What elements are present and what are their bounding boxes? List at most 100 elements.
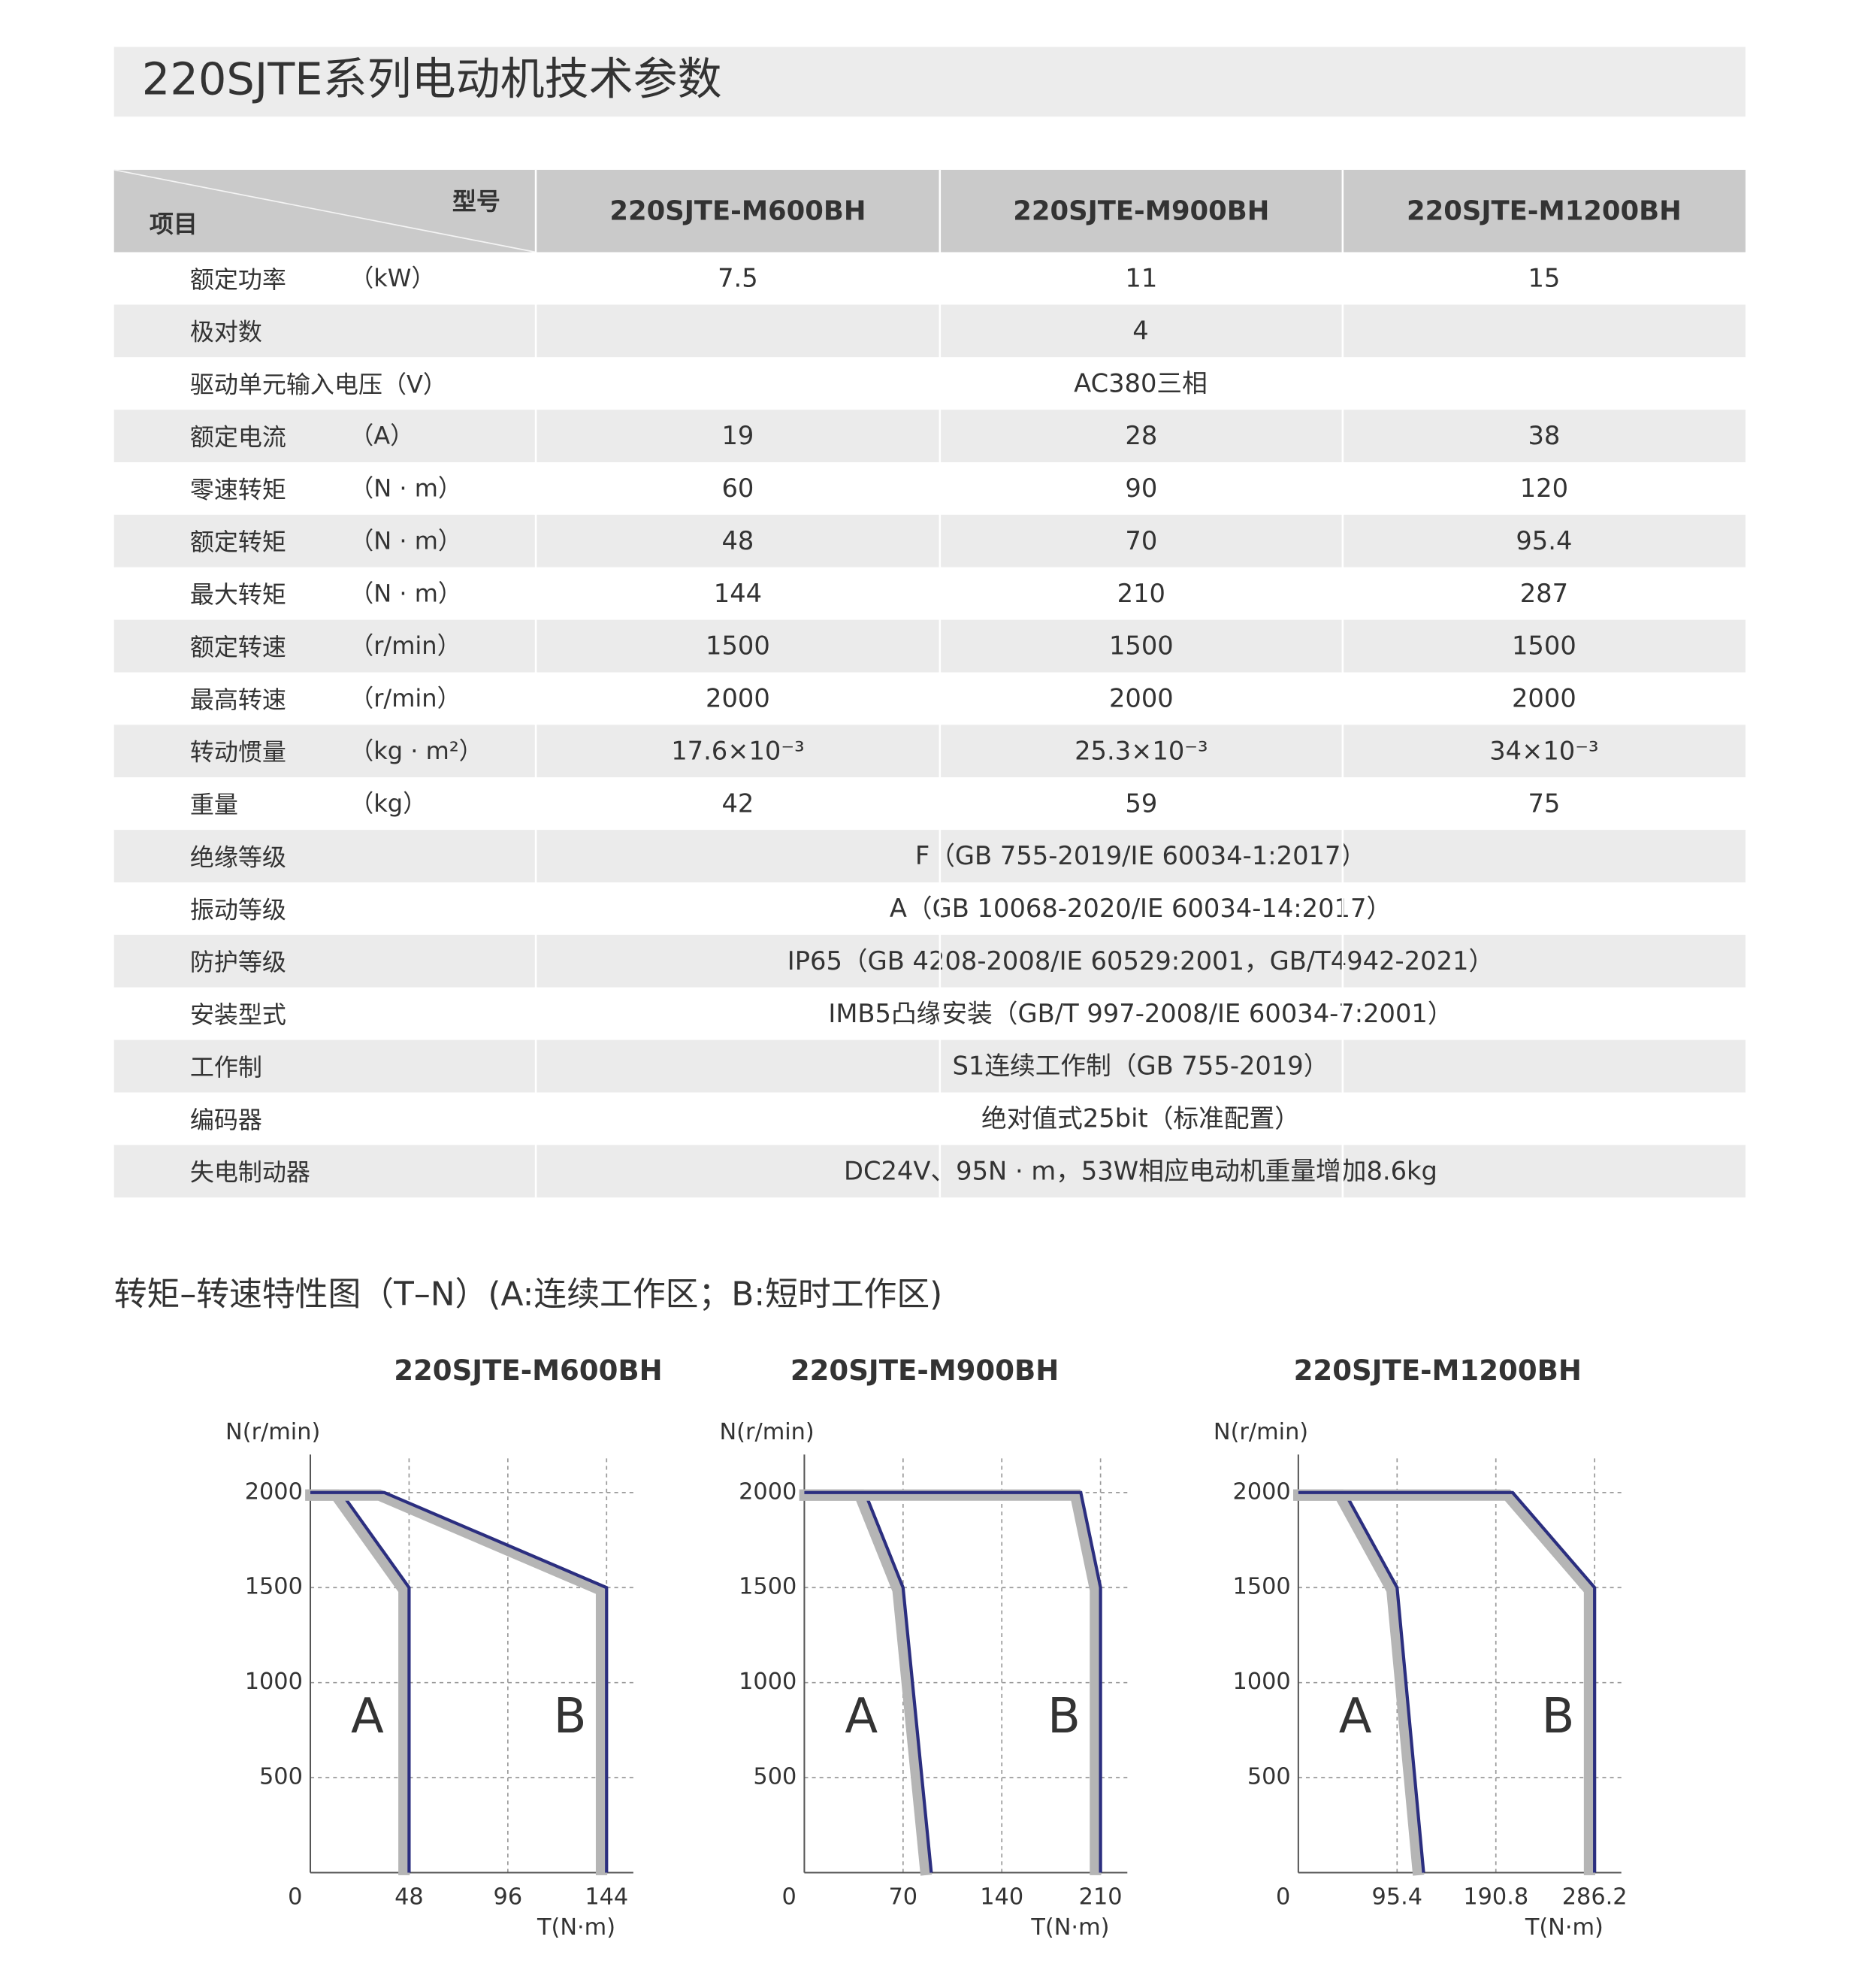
y-tick-label: 1500: [739, 1574, 796, 1600]
y-tick-label: 500: [1247, 1764, 1291, 1790]
cell-value: 25.3×10⁻³: [1075, 736, 1208, 765]
cell-value: 2000: [1512, 684, 1576, 713]
y-axis-label: N(r/min): [1214, 1419, 1308, 1445]
x-tick-label: 286.2: [1562, 1884, 1628, 1911]
row-item: 额定电流: [190, 422, 286, 451]
cell-value: 1500: [1109, 631, 1174, 661]
x-tick-label: 210: [1079, 1884, 1123, 1911]
row-item: 失电制动器: [190, 1158, 310, 1187]
table-header-bg: [113, 169, 1746, 253]
region-label: B: [554, 1689, 587, 1744]
cell-value: 120: [1520, 474, 1568, 503]
cell-value: 15: [1528, 264, 1560, 293]
table-row-bg: [113, 1039, 1746, 1093]
page-title: 220SJTE系列电动机技术参数: [142, 53, 722, 105]
y-tick-label: 1000: [1233, 1669, 1291, 1695]
title-bar: [113, 47, 1746, 117]
cell-value: 48: [721, 526, 754, 555]
curve-shadow: [1293, 1489, 1596, 1875]
curve-shadow: [799, 1489, 1102, 1875]
y-tick-label: 1000: [739, 1669, 796, 1695]
table-row-bg: [113, 462, 1746, 515]
row-unit: （kg · m²）: [349, 737, 482, 765]
table-row-bg: [113, 672, 1746, 725]
row-item: 转动惯量: [190, 738, 286, 767]
x-tick-label: 190.8: [1463, 1884, 1528, 1911]
cell-value: 11: [1125, 264, 1157, 293]
curve-shadow: [305, 1489, 410, 1875]
row-unit: （r/min）: [349, 684, 461, 713]
x-tick-label: 0: [1276, 1884, 1290, 1911]
x-axis-label: T(N·m): [1030, 1914, 1109, 1941]
x-axis-label: T(N·m): [1525, 1914, 1604, 1941]
table-row-bg: [113, 304, 1746, 358]
corner-diagonal: [113, 169, 537, 253]
row-item: 安装型式: [190, 1000, 286, 1029]
row-item: 额定转速: [190, 633, 286, 661]
cell-value-span: IP65（GB 4208-2008/IE 60529:2001，GB/T4942…: [787, 946, 1494, 976]
cell-value: 19: [721, 421, 754, 450]
y-tick-label: 2000: [245, 1478, 303, 1505]
row-item: 零速转矩: [190, 475, 286, 504]
cell-value: 17.6×10⁻³: [671, 736, 804, 765]
curve-shadow: [305, 1489, 608, 1875]
row-unit: （N · m）: [349, 474, 462, 503]
cell-value: 287: [1520, 579, 1568, 608]
x-tick-label: 140: [980, 1884, 1023, 1911]
curve: [1298, 1490, 1597, 1873]
row-item: 工作制: [190, 1053, 262, 1082]
row-item: 编码器: [190, 1106, 262, 1134]
y-tick-label: 500: [753, 1764, 796, 1790]
table-row-bg: [113, 1092, 1746, 1145]
row-unit: （kg）: [349, 789, 427, 818]
table-row-bg: [113, 252, 1746, 305]
cell-value: 95.4: [1516, 526, 1572, 555]
cell-value: 28: [1125, 421, 1157, 450]
cell-value-span: AC380三相: [1074, 368, 1208, 398]
chart-title: 220SJTE-M900BH: [790, 1354, 1059, 1387]
model-header: 220SJTE-M1200BH: [1407, 195, 1682, 226]
row-item: 绝缘等级: [190, 843, 286, 871]
cell-value: 2000: [1109, 684, 1174, 713]
y-tick-label: 1500: [245, 1574, 303, 1600]
y-axis-label: N(r/min): [719, 1419, 814, 1445]
chart-title: 220SJTE-M1200BH: [1294, 1354, 1582, 1387]
row-item: 极对数: [190, 318, 262, 346]
row-unit: （N · m）: [349, 579, 462, 607]
table-row-bg: [113, 725, 1746, 778]
cell-value: 210: [1117, 579, 1165, 608]
table-row-bg: [113, 934, 1746, 988]
y-tick-label: 2000: [739, 1478, 796, 1505]
region-label: A: [1339, 1689, 1372, 1744]
model-header: 220SJTE-M600BH: [609, 195, 866, 226]
corner-bottom: 项目: [150, 210, 198, 238]
x-tick-label: 96: [494, 1884, 523, 1911]
curve-shadow: [799, 1489, 933, 1876]
y-tick-label: 1000: [245, 1669, 303, 1695]
table-row-bg: [113, 357, 1746, 410]
cell-value: 60: [721, 474, 754, 503]
region-label: A: [845, 1689, 878, 1744]
row-item: 额定功率: [190, 265, 286, 294]
cell-value-span: IMB5凸缘安装（GB/T 997-2008/IE 60034-7:2001）: [828, 999, 1452, 1028]
model-header: 220SJTE-M900BH: [1013, 195, 1269, 226]
row-item: 最高转速: [190, 685, 286, 714]
x-tick-label: 70: [889, 1884, 918, 1911]
cell-value: 7.5: [718, 264, 758, 293]
y-tick-label: 1500: [1233, 1574, 1291, 1600]
cell-value: 42: [721, 788, 754, 818]
table-row-bg: [113, 987, 1746, 1040]
curve: [310, 1490, 609, 1873]
cell-value-span: 4: [1132, 316, 1148, 346]
cell-value-span: 绝对值式25bit（标准配置）: [981, 1104, 1300, 1133]
row-unit: （A）: [349, 422, 414, 450]
x-axis-label: T(N·m): [537, 1914, 615, 1941]
row-item: 振动等级: [190, 895, 286, 924]
region-label: B: [1047, 1689, 1081, 1744]
cell-value-span: DC24V、95N · m，53W相应电动机重量增加8.6kg: [844, 1156, 1437, 1185]
cell-value: 34×10⁻³: [1489, 736, 1598, 765]
table-row-bg: [113, 619, 1746, 673]
cell-value: 75: [1528, 788, 1560, 818]
